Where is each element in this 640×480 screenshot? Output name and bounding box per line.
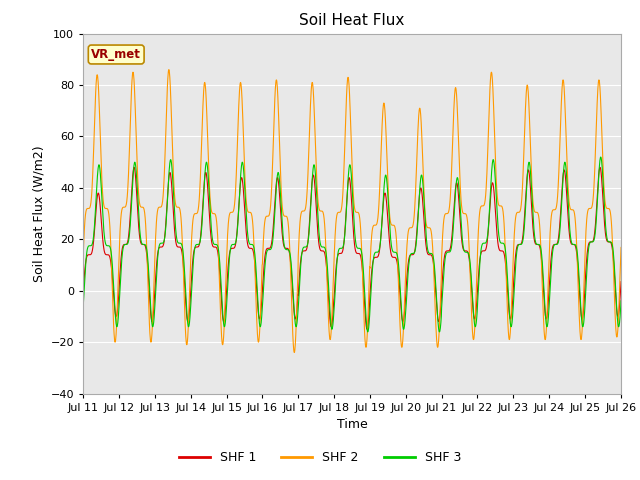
- SHF 1: [575, 281, 583, 287]
- SHF 2: [136, 204, 144, 209]
- SHF 1: [136, 239, 144, 244]
- SHF 3: [260, 275, 268, 280]
- Title: Soil Heat Flux: Soil Heat Flux: [300, 13, 404, 28]
- Text: VR_met: VR_met: [92, 48, 141, 61]
- SHF 2: [165, 67, 173, 72]
- X-axis label: Time: Time: [337, 418, 367, 431]
- SHF 2: [405, 227, 413, 232]
- SHF 1: [543, 315, 550, 321]
- SHF 3: [596, 154, 604, 160]
- SHF 1: [260, 262, 268, 267]
- Line: SHF 2: SHF 2: [83, 70, 640, 352]
- SHF 2: [260, 222, 268, 228]
- SHF 2: [79, 252, 87, 258]
- SHF 3: [435, 329, 443, 335]
- SHF 1: [404, 258, 412, 264]
- SHF 1: [79, 288, 87, 294]
- SHF 3: [575, 273, 583, 278]
- SHF 3: [79, 303, 87, 309]
- SHF 2: [291, 349, 298, 355]
- SHF 1: [596, 165, 604, 170]
- SHF 2: [575, 313, 583, 319]
- SHF 1: [363, 326, 371, 332]
- Line: SHF 3: SHF 3: [83, 157, 640, 332]
- Legend: SHF 1, SHF 2, SHF 3: SHF 1, SHF 2, SHF 3: [173, 446, 467, 469]
- SHF 2: [543, 316, 550, 322]
- SHF 3: [404, 268, 412, 274]
- Y-axis label: Soil Heat Flux (W/m2): Soil Heat Flux (W/m2): [32, 145, 45, 282]
- SHF 3: [543, 324, 550, 329]
- Line: SHF 1: SHF 1: [83, 168, 640, 329]
- SHF 3: [136, 234, 144, 240]
